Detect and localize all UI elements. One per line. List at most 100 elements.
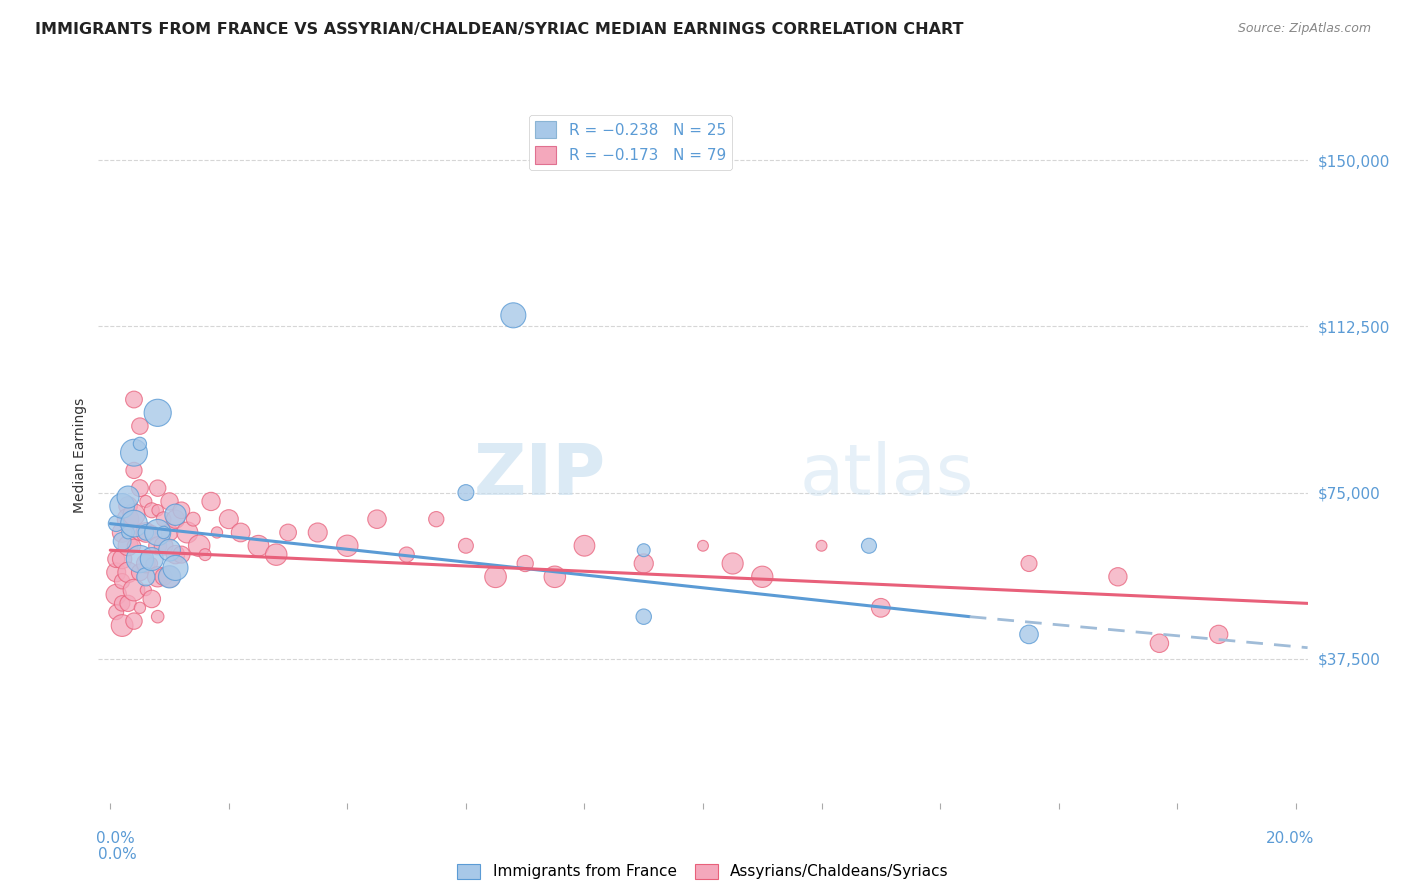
Point	[129, 552, 152, 566]
Legend: R = −0.238   N = 25, R = −0.173   N = 79: R = −0.238 N = 25, R = −0.173 N = 79	[529, 115, 733, 169]
Point	[129, 481, 152, 495]
Point	[692, 539, 714, 553]
Text: IMMIGRANTS FROM FRANCE VS ASSYRIAN/CHALDEAN/SYRIAC MEDIAN EARNINGS CORRELATION C: IMMIGRANTS FROM FRANCE VS ASSYRIAN/CHALD…	[35, 22, 963, 37]
Y-axis label: Median Earnings: Median Earnings	[73, 397, 87, 513]
Point	[454, 485, 477, 500]
Point	[141, 591, 163, 606]
Point	[633, 609, 655, 624]
Point	[307, 525, 329, 540]
Point	[129, 600, 152, 615]
Point	[117, 566, 139, 580]
Point	[129, 566, 152, 580]
Point	[122, 508, 145, 522]
Point	[105, 587, 128, 601]
Point	[484, 570, 506, 584]
Point	[152, 570, 174, 584]
Point	[117, 525, 139, 540]
Point	[218, 512, 240, 526]
Text: Source: ZipAtlas.com: Source: ZipAtlas.com	[1237, 22, 1371, 36]
Point	[1018, 627, 1040, 641]
Point	[170, 503, 193, 517]
Point	[159, 494, 181, 508]
Point	[135, 525, 157, 540]
Point	[122, 392, 145, 407]
Point	[176, 525, 198, 540]
Point	[146, 609, 169, 624]
Point	[159, 525, 181, 540]
Point	[205, 525, 228, 540]
Point	[165, 548, 187, 562]
Point	[129, 525, 152, 540]
Point	[181, 512, 204, 526]
Point	[454, 539, 477, 553]
Point	[135, 494, 157, 508]
Point	[721, 557, 744, 571]
Point	[111, 499, 134, 513]
Point	[122, 539, 145, 553]
Text: 0.0%: 0.0%	[96, 831, 135, 846]
Point	[111, 574, 134, 589]
Point	[105, 605, 128, 619]
Point	[159, 570, 181, 584]
Point	[152, 512, 174, 526]
Point	[129, 437, 152, 451]
Point	[1018, 557, 1040, 571]
Point	[200, 494, 222, 508]
Point	[146, 525, 169, 540]
Point	[858, 539, 880, 553]
Point	[395, 548, 418, 562]
Point	[170, 548, 193, 562]
Point	[146, 481, 169, 495]
Point	[247, 539, 270, 553]
Point	[366, 512, 388, 526]
Point	[146, 570, 169, 584]
Point	[1149, 636, 1171, 650]
Point	[117, 512, 139, 526]
Point	[633, 557, 655, 571]
Point	[159, 570, 181, 584]
Text: 20.0%: 20.0%	[1267, 831, 1315, 846]
Point	[111, 596, 134, 610]
Text: 0.0%: 0.0%	[98, 847, 138, 862]
Point	[105, 552, 128, 566]
Point	[869, 600, 891, 615]
Point	[146, 539, 169, 553]
Point	[111, 552, 134, 566]
Point	[810, 539, 832, 553]
Point	[152, 525, 174, 540]
Point	[111, 618, 134, 632]
Point	[117, 539, 139, 553]
Point	[264, 548, 287, 562]
Point	[135, 570, 157, 584]
Point	[135, 525, 157, 540]
Point	[336, 539, 359, 553]
Point	[229, 525, 252, 540]
Point	[141, 525, 163, 540]
Point	[188, 539, 211, 553]
Point	[146, 406, 169, 420]
Point	[751, 570, 773, 584]
Point	[135, 583, 157, 598]
Point	[1107, 570, 1129, 584]
Point	[122, 614, 145, 628]
Point	[425, 512, 447, 526]
Text: ZIP: ZIP	[474, 442, 606, 510]
Point	[141, 552, 163, 566]
Point	[165, 508, 187, 522]
Point	[515, 557, 537, 571]
Point	[159, 543, 181, 558]
Point	[141, 503, 163, 517]
Point	[502, 309, 524, 323]
Point	[194, 548, 217, 562]
Point	[544, 570, 567, 584]
Point	[129, 419, 152, 434]
Point	[141, 557, 163, 571]
Point	[105, 566, 128, 580]
Point	[117, 499, 139, 513]
Point	[122, 516, 145, 531]
Point	[165, 561, 187, 575]
Point	[111, 525, 134, 540]
Point	[152, 539, 174, 553]
Point	[146, 503, 169, 517]
Point	[105, 516, 128, 531]
